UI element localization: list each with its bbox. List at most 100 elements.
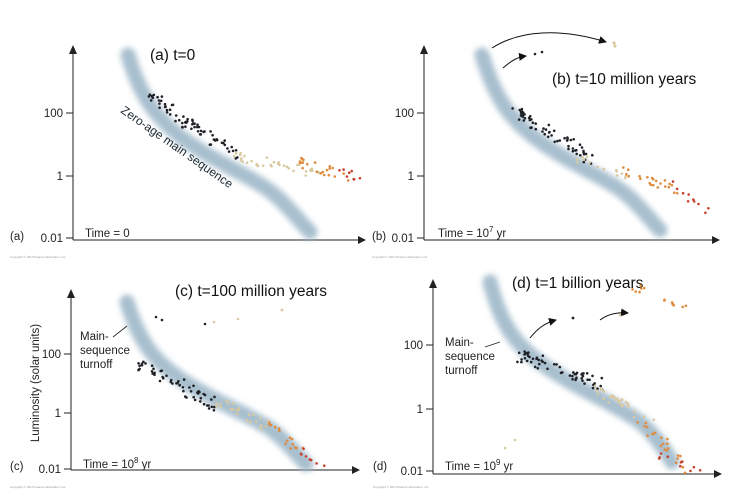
star-dot: [162, 377, 165, 380]
star-dot: [676, 457, 679, 460]
star-dot: [599, 387, 603, 391]
star-dot: [627, 404, 630, 408]
star-dot: [596, 392, 600, 396]
star-dot: [558, 365, 562, 369]
star-dot: [642, 286, 646, 290]
star-dot: [526, 354, 530, 358]
star-dot: [160, 369, 163, 373]
star-dot: [331, 166, 335, 170]
star-dot: [566, 137, 569, 141]
star-dot: [625, 172, 628, 176]
star-dot: [547, 123, 551, 127]
panel-c-x-axis-arrowhead: [352, 466, 360, 474]
star-dot: [227, 402, 230, 405]
star-dot: [232, 154, 236, 158]
star-dot: [300, 453, 303, 456]
star-dot: [211, 133, 214, 137]
star-dot: [285, 439, 289, 443]
star-dot: [513, 438, 517, 442]
panel-b-evolution-arrow-lower: [502, 52, 527, 69]
panel-d-x-axis-arrowhead: [714, 470, 722, 478]
star-dot: [202, 130, 205, 134]
star-dot: [591, 374, 594, 378]
star-dot: [150, 370, 154, 373]
star-dot: [666, 442, 669, 446]
star-dot: [265, 156, 269, 159]
panel-c-stars: [137, 308, 326, 468]
star-dot: [188, 386, 191, 389]
star-dot: [213, 405, 216, 409]
star-dot: [704, 211, 707, 215]
star-dot: [333, 175, 337, 178]
star-dot: [520, 107, 524, 111]
panel-d-copyright: Copyright © 2010 Pearson Education, Inc.: [373, 485, 429, 489]
star-dot: [666, 437, 669, 441]
star-dot: [665, 449, 669, 452]
star-dot: [649, 183, 653, 186]
star-dot: [241, 160, 244, 164]
star-dot: [530, 126, 533, 129]
star-dot: [292, 169, 295, 173]
star-dot: [219, 405, 222, 409]
star-dot: [212, 409, 216, 412]
star-dot: [575, 152, 578, 156]
star-dot: [534, 127, 538, 131]
star-dot: [674, 461, 678, 465]
star-dot: [666, 447, 670, 450]
star-dot: [543, 361, 547, 365]
star-dot: [666, 455, 670, 459]
star-dot: [633, 410, 636, 414]
star-dot: [234, 151, 238, 155]
star-dot: [517, 351, 521, 355]
star-dot: [304, 170, 308, 173]
star-dot: [215, 402, 218, 405]
star-dot: [543, 132, 546, 136]
star-dot: [239, 151, 242, 155]
star-dot: [358, 176, 362, 180]
panel-a-y-axis-arrowhead: [69, 45, 77, 54]
panel-b-tick-label-1: 1: [408, 171, 414, 183]
star-dot: [646, 176, 649, 179]
star-dot: [196, 392, 200, 395]
star-dot: [196, 123, 199, 126]
star-dot: [638, 290, 641, 294]
star-dot: [199, 400, 202, 403]
star-dot: [541, 360, 544, 364]
star-dot: [584, 152, 588, 156]
star-dot: [582, 372, 585, 375]
star-dot: [573, 372, 577, 376]
star-dot: [553, 140, 556, 144]
panel-b-evolution-arrow-upper: [491, 32, 607, 49]
panel-c-time-label: Time = 108 yr: [83, 456, 151, 471]
star-dot: [182, 389, 185, 393]
star-dot: [552, 129, 556, 133]
star-dot: [243, 154, 246, 158]
star-dot: [295, 446, 298, 450]
star-dot: [198, 133, 202, 136]
panel-d-y-axis-arrowhead: [429, 279, 437, 288]
star-dot: [581, 374, 585, 378]
star-dot: [663, 299, 666, 302]
star-dot: [247, 413, 251, 417]
star-dot: [298, 161, 302, 165]
star-dot: [311, 169, 314, 173]
star-dot: [278, 163, 281, 167]
star-dot: [683, 471, 687, 475]
star-dot: [600, 376, 604, 380]
star-dot: [152, 367, 155, 371]
star-dot: [231, 402, 235, 405]
star-dot: [661, 442, 665, 446]
star-dot: [252, 413, 255, 416]
star-dot: [273, 425, 277, 429]
star-dot: [679, 464, 682, 468]
star-dot: [544, 128, 548, 131]
star-dot: [523, 350, 526, 353]
star-dot: [152, 93, 156, 97]
star-dot: [158, 106, 161, 109]
star-dot: [579, 154, 582, 157]
star-dot: [668, 182, 671, 186]
star-dot: [537, 358, 540, 362]
star-dot: [313, 161, 317, 164]
star-dot: [229, 408, 233, 411]
star-dot: [142, 360, 145, 364]
